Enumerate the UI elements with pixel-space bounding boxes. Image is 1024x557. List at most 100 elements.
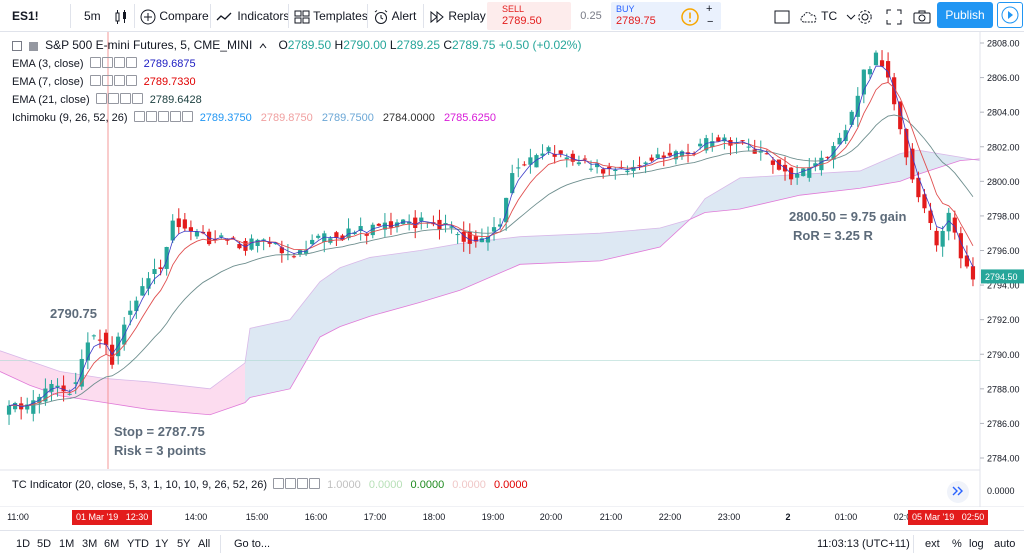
range-3m[interactable]: 3M: [82, 538, 98, 550]
candle-down: [570, 153, 575, 162]
tc-indicator-legend[interactable]: TC Indicator (20, close, 5, 3, 1, 10, 10…: [12, 478, 528, 492]
range-1m[interactable]: 1M: [59, 538, 75, 550]
minus-icon[interactable]: −: [707, 16, 714, 28]
rectangle-select-icon[interactable]: [774, 0, 790, 32]
candle-up: [801, 168, 806, 177]
ohlc-values: O2789.50 H2790.00 L2789.25 C2789.75 +0.5…: [278, 38, 581, 52]
candle-down: [237, 244, 242, 249]
range-5y[interactable]: 5Y: [177, 538, 191, 550]
sell-button[interactable]: SELL 2789.50: [487, 2, 571, 30]
candle-down: [825, 156, 830, 158]
open-value: 2789.50: [287, 38, 332, 52]
candle-down: [279, 247, 284, 254]
legend-ichimoku[interactable]: Ichimoku (9, 26, 52, 26) 2789.3750 2789.…: [12, 111, 496, 125]
time-tick-label: 01:00: [834, 512, 858, 522]
buy-button[interactable]: BUY 2789.75: [611, 2, 721, 30]
candle-down: [61, 385, 66, 392]
candle-up: [528, 157, 533, 165]
clock[interactable]: 11:03:13 (UTC+11): [817, 538, 910, 550]
candle-up: [194, 231, 200, 237]
range-6m[interactable]: 6M: [104, 538, 120, 550]
candle-up: [946, 212, 951, 232]
collapse-legend-icon[interactable]: [12, 41, 22, 52]
study-controls[interactable]: [133, 111, 194, 125]
candle-up: [322, 233, 327, 242]
auto-toggle[interactable]: auto: [994, 538, 1016, 550]
publish-button[interactable]: Publish: [937, 2, 993, 28]
log-toggle[interactable]: log: [969, 538, 984, 550]
time-axis[interactable]: 11:00 14:00 15:00 16:00 17:00 18:00 19:00 20:00…: [0, 507, 1024, 530]
range-1y[interactable]: 1Y: [155, 538, 169, 550]
fullscreen-icon[interactable]: [886, 0, 902, 32]
entry-annotation: 2790.75: [50, 306, 97, 321]
cme-logo-icon: [29, 41, 39, 51]
candle-up: [134, 300, 139, 312]
price-tick-label: 2796.00: [987, 246, 1020, 256]
percent-toggle[interactable]: %: [952, 538, 962, 550]
risk-annotation: Risk = 3 points: [114, 443, 207, 458]
info-icon[interactable]: [681, 0, 699, 32]
symbol-search[interactable]: ES1!: [12, 9, 39, 23]
candle-up: [867, 69, 873, 75]
candle-up: [310, 239, 315, 245]
scroll-to-latest-button[interactable]: [947, 481, 969, 503]
alarm-clock-icon: [374, 9, 388, 24]
candle-down: [376, 223, 381, 226]
candle-down: [879, 60, 885, 67]
ext-toggle[interactable]: ext: [925, 538, 940, 550]
candles-icon[interactable]: [114, 0, 128, 32]
candle-down: [607, 166, 612, 169]
divider: [423, 4, 424, 28]
alert-button[interactable]: Alert: [373, 0, 416, 32]
candle-down: [267, 241, 272, 244]
candle-down: [467, 231, 472, 244]
play-button[interactable]: [997, 2, 1023, 28]
ichimoku-span-a-line: [0, 149, 981, 390]
last-price-label: 2794.50: [985, 272, 1018, 282]
range-ytd[interactable]: YTD: [127, 538, 149, 550]
candle-up: [12, 402, 18, 410]
goto-button[interactable]: Go to...: [234, 538, 271, 550]
range-1d[interactable]: 1D: [16, 538, 31, 550]
candle-up: [704, 138, 709, 151]
bottom-toolbar: 1D 5D 1M 3M 6M YTD 1Y 5Y All Go to... 11…: [0, 530, 1024, 557]
chevron-down-icon: [847, 14, 856, 20]
stop-annotation: Stop = 2787.75: [114, 424, 205, 439]
gear-icon[interactable]: [857, 0, 873, 32]
range-5d[interactable]: 5D: [37, 538, 52, 550]
candle-up: [91, 335, 97, 337]
price-tick-label: 2788.00: [987, 384, 1020, 394]
main-legend: S&P 500 E-mini Futures, 5, CME_MINI O278…: [12, 38, 581, 52]
plus-icon[interactable]: +: [706, 3, 713, 15]
last-time-badge: 05 Mar '19 02:50: [908, 510, 989, 525]
candle-down: [158, 267, 163, 269]
price-chart[interactable]: 2808.00 2806.00 2804.00 2802.00 2800.00 2798.…: [0, 32, 1024, 508]
study-controls[interactable]: [89, 57, 138, 71]
camera-icon[interactable]: [913, 0, 931, 32]
replay-button[interactable]: Replay: [429, 0, 486, 32]
candle-down: [291, 256, 297, 258]
study-controls[interactable]: [273, 478, 321, 492]
interval-selector[interactable]: 5m: [84, 9, 101, 23]
legend-ema21[interactable]: EMA (21, close) 2789.6428: [12, 93, 202, 107]
chart-pane[interactable]: 2808.00 2806.00 2804.00 2802.00 2800.00 2798.…: [0, 32, 1024, 508]
candle-down: [176, 218, 181, 228]
legend-ema7[interactable]: EMA (7, close) 2789.7330: [12, 75, 196, 89]
candle-up: [510, 173, 515, 194]
legend-ema3[interactable]: EMA (3, close) 2789.6875: [12, 57, 196, 71]
candle-up: [491, 227, 497, 232]
compare-button[interactable]: Compare: [140, 0, 209, 32]
study-controls[interactable]: [95, 93, 144, 107]
price-tick-label: 2800.00: [987, 177, 1020, 187]
candle-up: [807, 167, 812, 178]
study-controls[interactable]: [89, 75, 138, 89]
indicators-button[interactable]: Indicators: [216, 0, 289, 32]
divider: [210, 4, 211, 28]
templates-button[interactable]: Templates: [294, 0, 368, 32]
top-toolbar: ES1! 5m Compare Indicators Templates Ale…: [0, 0, 1024, 32]
candle-up: [316, 235, 321, 238]
range-all[interactable]: All: [198, 538, 211, 550]
layout-selector[interactable]: TC: [800, 0, 856, 32]
tc-value-2: 0.0000: [368, 478, 403, 491]
ema3-value: 2789.6875: [143, 57, 196, 70]
